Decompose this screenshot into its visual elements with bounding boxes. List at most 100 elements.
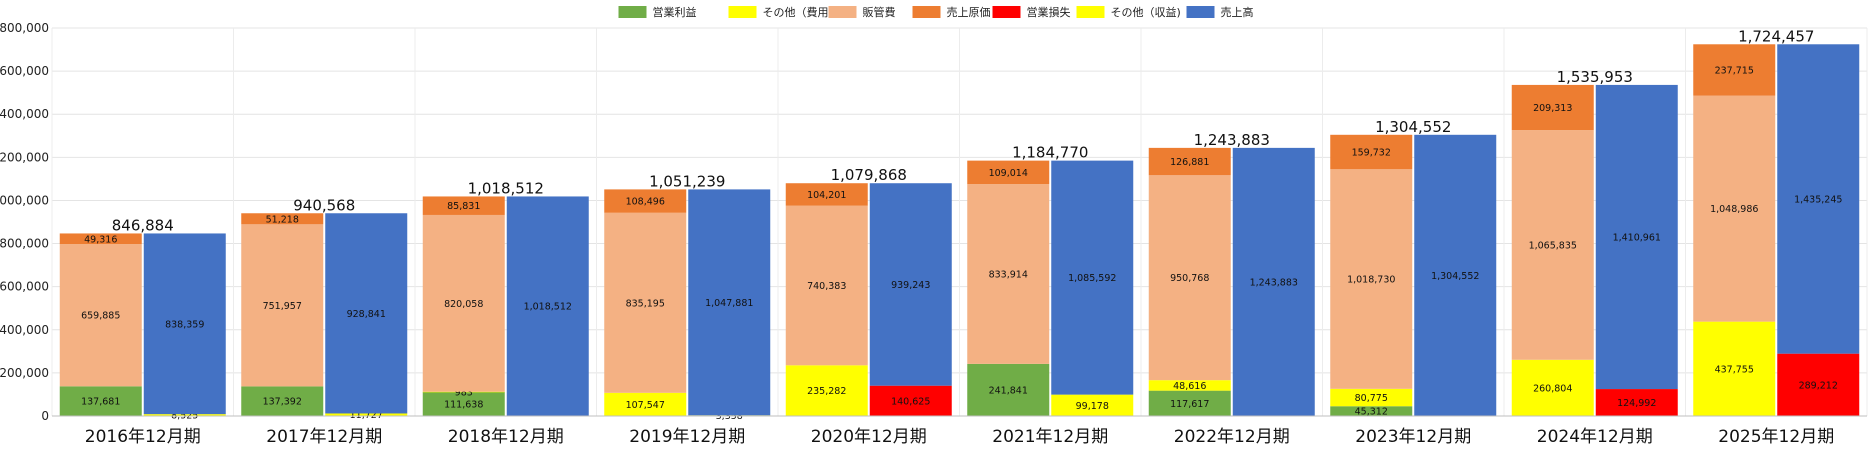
data-label: 107,547 (626, 400, 665, 411)
data-label: 124,992 (1617, 398, 1656, 409)
data-label: 241,841 (989, 385, 1028, 396)
bar-segment (1051, 160, 1134, 395)
bar-segment (1330, 169, 1413, 389)
data-label: 48,616 (1173, 381, 1206, 392)
data-label: 235,282 (807, 386, 846, 397)
data-label: 3,358 (716, 411, 743, 422)
data-label: 137,681 (81, 397, 120, 408)
total-label: 1,018,512 (468, 179, 544, 197)
legend-label: その他（収益) (1111, 5, 1181, 19)
data-label: 289,212 (1799, 380, 1838, 391)
data-label: 659,885 (81, 311, 120, 322)
data-label: 983 (455, 387, 473, 398)
y-tick-label: 800,000 (0, 237, 49, 251)
bar-segment (1148, 175, 1231, 381)
bar-segment (422, 196, 505, 215)
y-tick-label: 1,200,000 (0, 150, 49, 164)
x-tick-label: 2025年12月期 (1718, 427, 1834, 447)
x-tick-label: 2023年12月期 (1355, 427, 1471, 447)
y-tick-label: 1,400,000 (0, 107, 49, 121)
bar-segment (604, 212, 687, 393)
data-label: 80,775 (1355, 393, 1388, 404)
bar-segment (967, 160, 1050, 185)
data-label: 928,841 (347, 309, 386, 320)
data-label: 137,392 (263, 397, 302, 408)
bar-segment (241, 386, 324, 416)
bar-segment (1232, 147, 1315, 416)
y-tick-label: 1,600,000 (0, 64, 49, 78)
bar-segment (422, 391, 505, 416)
x-tick-label: 2022年12月期 (1174, 427, 1290, 447)
data-label: 45,312 (1355, 407, 1388, 418)
bar-segment (241, 213, 324, 225)
legend-swatch (828, 6, 857, 18)
bar-segment (1148, 390, 1231, 416)
legend-swatch (618, 6, 647, 18)
bar-segment (506, 196, 589, 416)
x-tick-label: 2016年12月期 (85, 427, 201, 447)
bar-segment (143, 233, 226, 415)
bar-segment (1693, 95, 1776, 322)
total-label: 846,884 (112, 216, 174, 234)
legend-label: 営業利益 (653, 5, 697, 19)
bar-segment (59, 244, 142, 387)
bar-segment (967, 184, 1050, 364)
data-label: 159,732 (1352, 148, 1391, 159)
bar-segment (688, 189, 771, 416)
bar-segment (604, 392, 687, 416)
total-label: 1,184,770 (1012, 144, 1088, 162)
data-label: 51,218 (266, 214, 299, 225)
legend-label: 売上高 (1221, 5, 1254, 19)
legend-label: 販管費 (863, 5, 896, 19)
bar-segment (1693, 44, 1776, 96)
total-label: 1,051,239 (649, 172, 725, 190)
bar-segment (1511, 359, 1594, 416)
data-label: 1,018,512 (524, 302, 572, 313)
legend-swatch (728, 6, 757, 18)
data-label: 117,617 (1170, 399, 1209, 410)
data-label: 85,831 (447, 201, 480, 212)
bar-segment (869, 183, 952, 386)
data-label: 260,804 (1533, 383, 1572, 394)
data-label: 838,359 (165, 319, 204, 330)
bar-segment (967, 363, 1050, 416)
data-label: 1,243,883 (1250, 277, 1298, 288)
legend-label: その他（費用) (763, 5, 833, 19)
bar-segment (1051, 394, 1134, 416)
data-label: 835,195 (626, 298, 665, 309)
chart-legend: 営業利益 その他（費用) 販管費 売上原価 営業損失 その他（収益) 売上高 (618, 5, 1254, 19)
data-label: 126,881 (1170, 157, 1209, 168)
data-label: 49,316 (84, 234, 117, 245)
y-tick-label: 0 (41, 409, 49, 423)
data-label: 237,715 (1715, 65, 1754, 76)
data-label: 99,178 (1076, 401, 1109, 412)
bar-segment (869, 385, 952, 416)
data-label: 833,914 (989, 269, 1028, 280)
data-label: 1,048,986 (1710, 204, 1758, 215)
chart-bars: 137,681659,88549,3168,525838,359846,8841… (59, 27, 1860, 422)
bar-segment (1148, 380, 1231, 391)
bar-segment (785, 205, 868, 366)
bar-segment (422, 391, 505, 393)
data-label: 939,243 (891, 280, 930, 291)
data-label: 820,058 (444, 299, 483, 310)
y-tick-label: 600,000 (0, 280, 49, 294)
y-tick-label: 400,000 (0, 323, 49, 337)
chart-grid (51, 27, 1868, 417)
total-label: 1,079,868 (831, 166, 907, 184)
bar-segment (1148, 147, 1231, 176)
bar-segment (1330, 134, 1413, 170)
data-label: 104,201 (807, 190, 846, 201)
x-tick-label: 2024年12月期 (1537, 427, 1653, 447)
bar-segment (422, 214, 505, 392)
legend-swatch (992, 6, 1021, 18)
data-label: 140,625 (891, 396, 930, 407)
bar-segment (1777, 44, 1860, 354)
data-label: 1,065,835 (1529, 240, 1577, 251)
bar-segment (1693, 321, 1776, 416)
data-label: 109,014 (989, 168, 1028, 179)
x-tick-label: 2021年12月期 (992, 427, 1108, 447)
data-label: 1,304,552 (1431, 271, 1479, 282)
data-label: 209,313 (1533, 103, 1572, 114)
x-tick-label: 2019年12月期 (629, 427, 745, 447)
